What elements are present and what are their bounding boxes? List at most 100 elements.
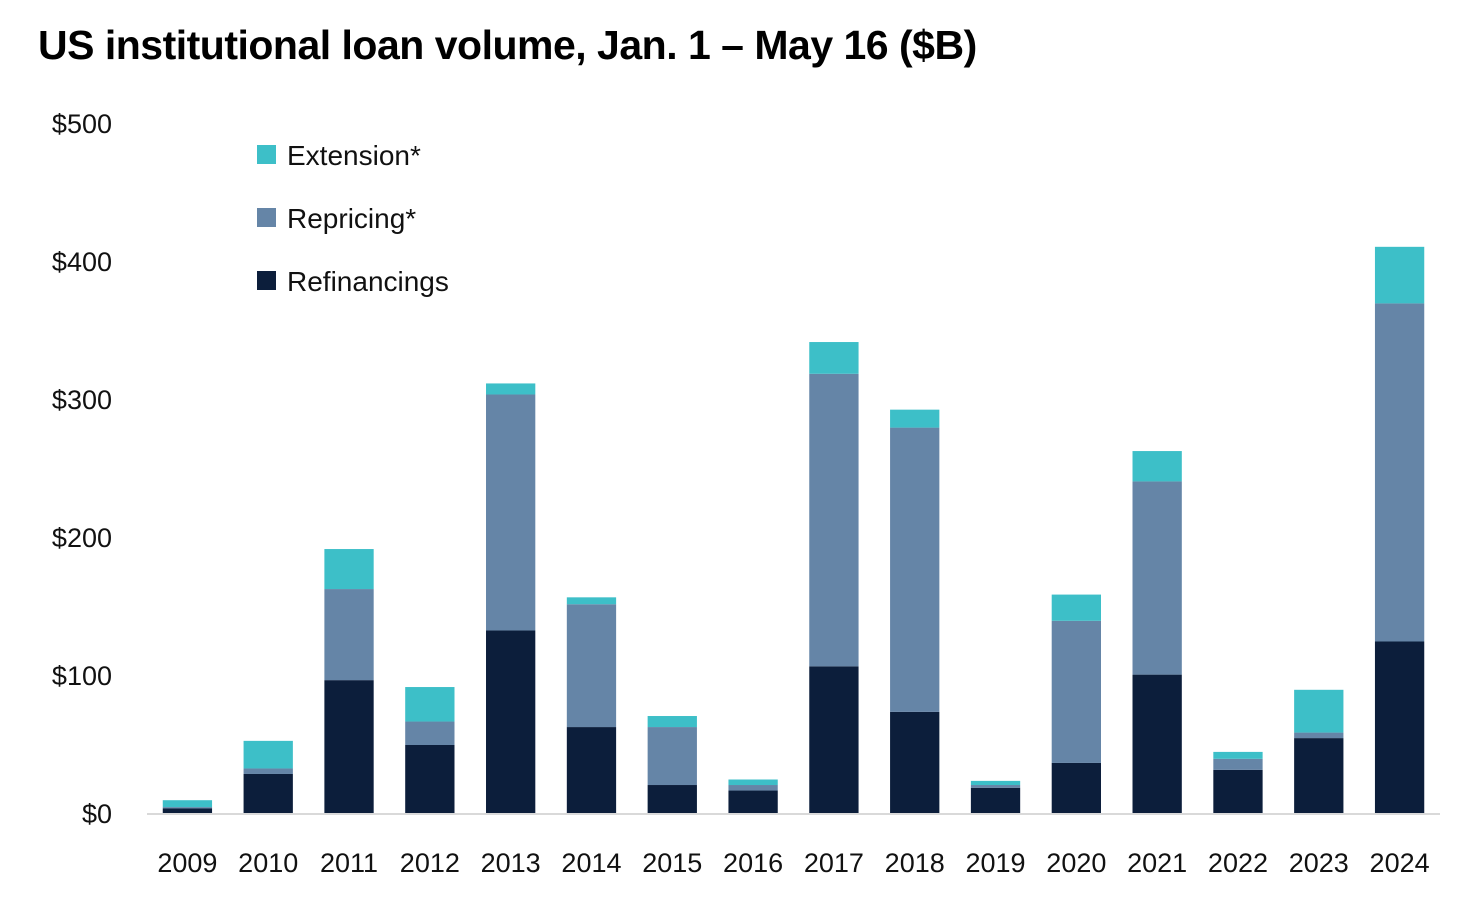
- bar-extension-2014: [566, 597, 617, 605]
- chart-title: US institutional loan volume, Jan. 1 – M…: [38, 22, 977, 68]
- x-tick-label: 2009: [157, 848, 217, 878]
- bar-stack-2020: [1051, 594, 1101, 814]
- bar-extension-2012: [405, 687, 455, 722]
- bar-refinancings-2024: [1374, 641, 1425, 814]
- x-tick-label: 2015: [642, 848, 702, 878]
- bar-stack-2022: [1213, 751, 1263, 814]
- legend-swatch: [257, 271, 276, 290]
- bar-stack-2024: [1374, 246, 1425, 814]
- bar-extension-2019: [970, 780, 1021, 786]
- legend-item: Repricing*: [257, 203, 416, 234]
- x-tick-label: 2022: [1208, 848, 1268, 878]
- bar-stacks: [162, 246, 1425, 814]
- x-tick-label: 2018: [885, 848, 945, 878]
- bar-repricing-2009: [162, 807, 213, 809]
- bar-refinancings-2015: [647, 785, 697, 814]
- legend: Extension* Repricing* Refinancings: [257, 140, 449, 297]
- bar-extension-2023: [1294, 689, 1344, 733]
- bar-refinancings-2023: [1294, 738, 1344, 814]
- bar-extension-2018: [890, 409, 940, 428]
- bar-stack-2009: [162, 800, 213, 814]
- y-tick-label: $400: [52, 247, 112, 277]
- y-axis: $0 $100 $200 $300 $400 $500: [52, 109, 112, 829]
- bar-repricing-2011: [324, 589, 374, 681]
- legend-label: Refinancings: [287, 266, 449, 297]
- bar-repricing-2016: [728, 785, 778, 791]
- bar-stack-2012: [405, 687, 455, 814]
- legend-item: Refinancings: [257, 266, 449, 297]
- bar-stack-2014: [566, 597, 617, 814]
- bar-refinancings-2010: [243, 773, 293, 814]
- bar-repricing-2019: [970, 785, 1021, 788]
- bar-repricing-2012: [405, 721, 455, 745]
- bar-extension-2024: [1374, 246, 1425, 304]
- x-tick-label: 2014: [561, 848, 621, 878]
- x-tick-label: 2023: [1289, 848, 1349, 878]
- bar-repricing-2020: [1051, 620, 1101, 763]
- x-tick-label: 2017: [804, 848, 864, 878]
- bar-repricing-2014: [566, 604, 617, 728]
- bar-refinancings-2019: [970, 787, 1021, 814]
- x-tick-label: 2020: [1046, 848, 1106, 878]
- y-tick-label: $100: [52, 661, 112, 691]
- legend-label: Repricing*: [287, 203, 416, 234]
- y-tick-label: $300: [52, 385, 112, 415]
- bar-extension-2020: [1051, 594, 1101, 621]
- bar-extension-2016: [728, 779, 778, 786]
- bar-refinancings-2014: [566, 727, 617, 814]
- y-tick-label: $500: [52, 109, 112, 139]
- x-axis: 2009 2010 2011 2012 2013 2014 2015 2016 2017 2018…: [147, 813, 1440, 878]
- x-tick-label: 2013: [481, 848, 541, 878]
- bar-refinancings-2016: [728, 790, 778, 814]
- bar-repricing-2017: [809, 373, 859, 667]
- legend-item: Extension*: [257, 140, 421, 171]
- bar-refinancings-2022: [1213, 769, 1263, 814]
- bar-repricing-2015: [647, 727, 697, 786]
- bar-stack-2015: [647, 716, 697, 814]
- bar-stack-2016: [728, 779, 778, 814]
- y-tick-label: $200: [52, 523, 112, 553]
- bar-stack-2019: [970, 780, 1021, 814]
- bar-extension-2013: [486, 383, 536, 395]
- bar-extension-2017: [809, 342, 859, 374]
- bar-stack-2023: [1294, 689, 1344, 814]
- bar-repricing-2023: [1294, 732, 1344, 739]
- bar-repricing-2018: [890, 427, 940, 712]
- bar-extension-2015: [647, 716, 697, 728]
- bar-repricing-2022: [1213, 758, 1263, 770]
- bar-extension-2010: [243, 740, 293, 769]
- bar-refinancings-2017: [809, 666, 859, 814]
- bar-refinancings-2009: [162, 808, 213, 814]
- bar-refinancings-2012: [405, 745, 455, 814]
- bar-stack-2017: [809, 342, 859, 814]
- x-tick-label: 2010: [238, 848, 298, 878]
- bar-repricing-2013: [486, 394, 536, 631]
- x-tick-label: 2019: [965, 848, 1025, 878]
- x-tick-label: 2012: [400, 848, 460, 878]
- bar-extension-2011: [324, 549, 374, 590]
- bar-stack-2010: [243, 740, 293, 814]
- bar-repricing-2010: [243, 768, 293, 774]
- x-tick-label: 2016: [723, 848, 783, 878]
- x-tick-label: 2011: [320, 848, 378, 878]
- x-tick-label: 2024: [1370, 848, 1430, 878]
- bar-stack-2011: [324, 549, 374, 814]
- bar-refinancings-2020: [1051, 762, 1101, 814]
- legend-swatch: [257, 145, 276, 164]
- bar-extension-2022: [1213, 751, 1263, 759]
- bar-stack-2021: [1132, 451, 1182, 814]
- bar-stack-2018: [890, 409, 940, 814]
- legend-label: Extension*: [287, 140, 421, 171]
- bar-extension-2021: [1132, 451, 1182, 482]
- bar-repricing-2024: [1374, 303, 1425, 642]
- x-tick-label: 2021: [1127, 848, 1187, 878]
- bar-stack-2013: [486, 383, 536, 814]
- bar-repricing-2021: [1132, 481, 1182, 675]
- bar-refinancings-2013: [486, 630, 536, 814]
- bar-refinancings-2021: [1132, 674, 1182, 814]
- y-tick-label: $0: [82, 799, 112, 829]
- legend-swatch: [257, 208, 276, 227]
- bar-refinancings-2018: [890, 711, 940, 814]
- bar-refinancings-2011: [324, 680, 374, 814]
